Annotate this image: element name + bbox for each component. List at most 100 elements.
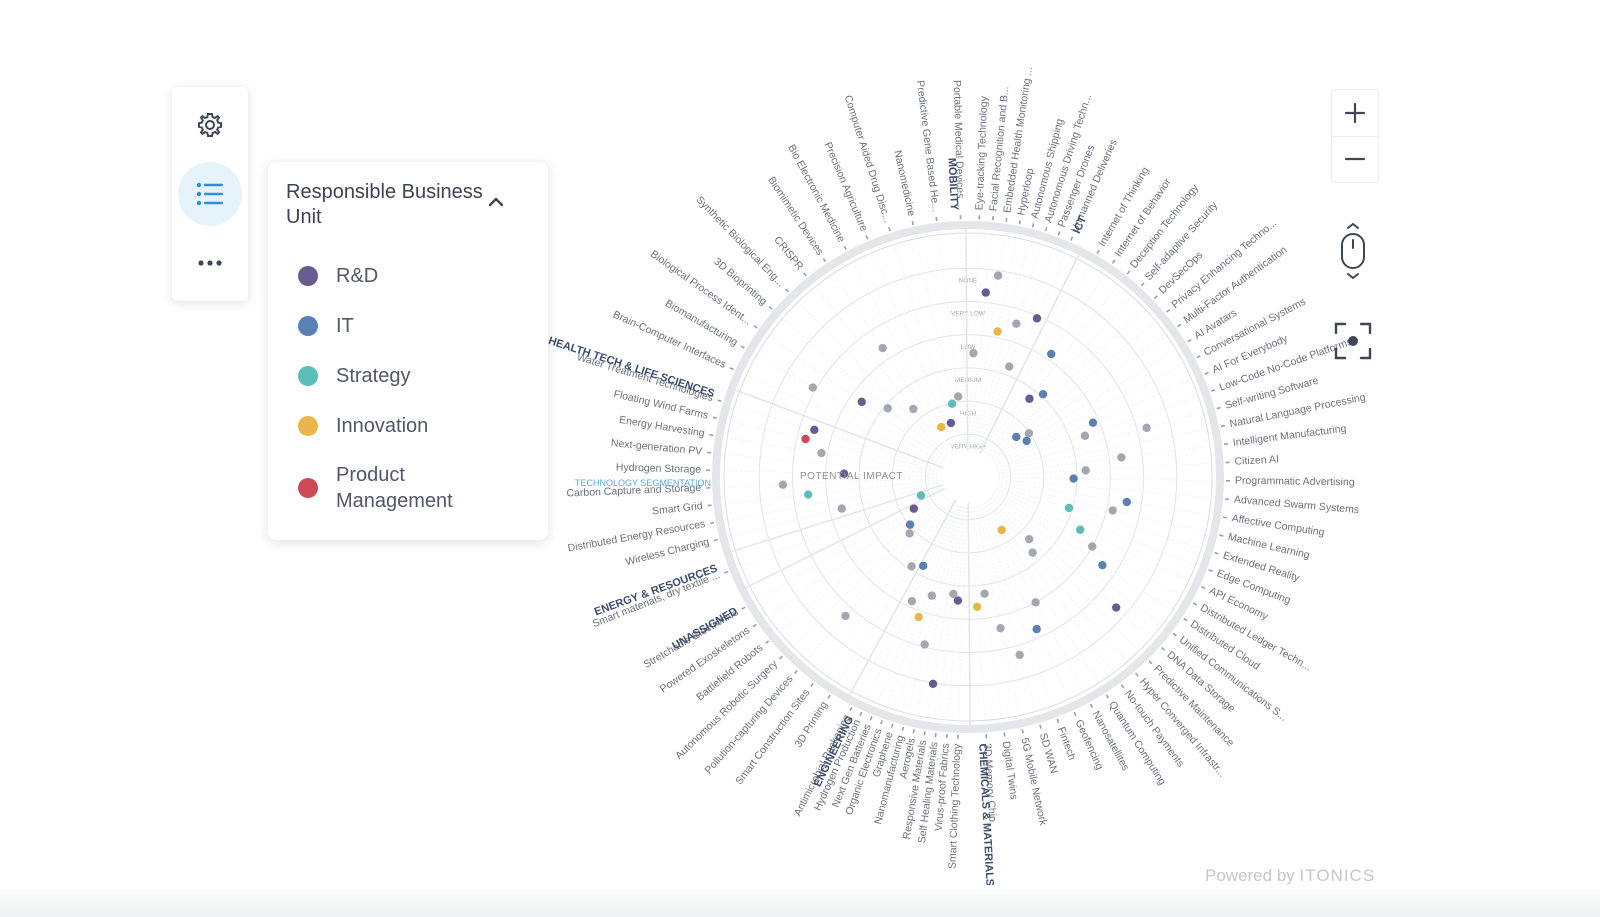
radar-dot[interactable]	[909, 504, 919, 513]
more-options-button[interactable]	[178, 231, 242, 295]
radar-item-label[interactable]: Nanomedicine	[891, 149, 917, 217]
radar-dot[interactable]	[905, 529, 914, 538]
radar-dot[interactable]	[993, 271, 1003, 280]
radar-item-label[interactable]: Battlefield Robots	[694, 642, 765, 704]
radar-dot[interactable]	[1080, 431, 1090, 440]
radar-dot[interactable]	[1122, 497, 1131, 507]
radar-dot[interactable]	[1081, 466, 1090, 475]
radar-item-label[interactable]: Carbon Capture and Storage	[566, 482, 701, 500]
radar-dot[interactable]	[1032, 314, 1042, 323]
radar-dot[interactable]	[1108, 506, 1117, 515]
legend-collapse-button[interactable]	[486, 194, 506, 210]
radar-dot[interactable]	[1022, 436, 1031, 446]
radar-dot[interactable]	[937, 422, 946, 432]
radar-item-label[interactable]: Smart Grid	[651, 500, 703, 517]
segment-label[interactable]: ENERGY & RESOURCES	[593, 563, 719, 619]
radar-dot[interactable]	[909, 404, 918, 414]
radar-dot[interactable]	[839, 469, 849, 478]
radar-dot[interactable]	[817, 448, 826, 458]
radar-item-label[interactable]: Eye-tracking Technology	[973, 95, 990, 210]
radar-item-label[interactable]: Next-generation PV	[610, 437, 702, 458]
scroll-zoom-hint[interactable]	[1338, 222, 1368, 282]
radar-dot[interactable]	[1117, 453, 1126, 462]
radar-dot[interactable]	[778, 480, 788, 489]
radar-dot[interactable]	[1088, 542, 1097, 551]
radar-dot[interactable]	[1024, 429, 1034, 438]
radar-item-label[interactable]: 3D Memory Chip	[981, 743, 999, 823]
zoom-in-button[interactable]	[1332, 90, 1378, 136]
settings-button[interactable]	[178, 93, 242, 157]
radar-item-label[interactable]: Portable Medical Devices ...	[951, 80, 967, 210]
legend-item-innovation[interactable]: Innovation	[298, 413, 496, 439]
radar-dot[interactable]	[993, 327, 1002, 336]
radar-dot[interactable]	[1142, 423, 1151, 433]
radar-dot[interactable]	[920, 640, 929, 649]
radar-item-label[interactable]: Citizen AI	[1234, 453, 1279, 467]
radar-item-label[interactable]: Hydrogen Storage	[616, 462, 702, 476]
radar-dot[interactable]	[980, 589, 989, 598]
radar-dot[interactable]	[1028, 548, 1037, 557]
segment-label[interactable]: MOBILITY	[945, 158, 960, 212]
radar-dot[interactable]	[972, 602, 982, 612]
radar-dot[interactable]	[918, 561, 928, 571]
radar-dot[interactable]	[953, 596, 963, 605]
radar-dot[interactable]	[1069, 474, 1078, 483]
fit-to-screen-button[interactable]	[1334, 322, 1372, 360]
radar-item-label[interactable]: Fintech	[1055, 725, 1078, 762]
radar-dot[interactable]	[1047, 349, 1056, 359]
radar-dot[interactable]	[804, 490, 813, 499]
legend-item-product-management[interactable]: Product Management	[298, 462, 496, 514]
radar-item-label[interactable]: Advanced Swarm Systems	[1234, 494, 1360, 517]
legend-item-rnd[interactable]: R&D	[298, 263, 496, 289]
radar-dot[interactable]	[969, 348, 978, 358]
radar-item-label[interactable]: Programmatic Advertising	[1235, 475, 1355, 489]
radar-dot[interactable]	[1038, 390, 1048, 399]
radar-dot[interactable]	[801, 434, 810, 444]
radar-dot[interactable]	[1012, 319, 1021, 328]
radar-dot[interactable]	[907, 562, 916, 571]
legend-item-it[interactable]: IT	[298, 313, 496, 339]
radar-dot[interactable]	[927, 591, 937, 600]
radar-dot[interactable]	[928, 679, 938, 689]
list-view-button[interactable]	[178, 162, 242, 226]
radar-dot[interactable]	[878, 343, 887, 353]
radar-dot[interactable]	[1098, 560, 1107, 570]
radar-dot[interactable]	[946, 418, 956, 428]
radar-dot[interactable]	[914, 612, 923, 622]
radar-dot[interactable]	[1032, 624, 1041, 634]
radar-dot[interactable]	[857, 397, 866, 407]
radar-dot[interactable]	[1025, 534, 1034, 544]
radar-dot[interactable]	[1025, 394, 1034, 403]
radar-dot[interactable]	[905, 520, 915, 529]
radar-dot[interactable]	[981, 288, 990, 297]
radar-dot[interactable]	[916, 491, 926, 500]
radar-dot[interactable]	[883, 404, 892, 413]
radar-dot[interactable]	[1012, 432, 1021, 442]
radar-dot[interactable]	[947, 399, 957, 408]
radar-dot[interactable]	[841, 611, 850, 621]
radar-dot[interactable]	[1031, 598, 1040, 607]
radar-dot[interactable]	[1111, 603, 1121, 612]
radar-dot[interactable]	[810, 425, 819, 435]
radar-dot[interactable]	[808, 383, 818, 392]
radar-item-label[interactable]: Smart Clothing Technology	[947, 743, 964, 869]
radar-item-label[interactable]: Predictive Gene Based He...	[914, 80, 942, 213]
radar-dot[interactable]	[997, 525, 1006, 535]
radar-dot[interactable]	[949, 589, 958, 599]
radar-dot[interactable]	[953, 392, 963, 401]
radar-dot[interactable]	[907, 596, 917, 606]
radar-dot[interactable]	[1076, 525, 1085, 534]
radar-dot[interactable]	[996, 623, 1005, 633]
radar-dot[interactable]	[1015, 650, 1024, 660]
radar-dot[interactable]	[1005, 362, 1014, 371]
legend-item-strategy[interactable]: Strategy	[298, 363, 496, 389]
radar-item-label[interactable]: Digital Twins	[1000, 740, 1020, 800]
radar-dot[interactable]	[1088, 418, 1098, 427]
radar-item-label[interactable]: CRISPR	[771, 234, 805, 273]
radar-dot[interactable]	[1064, 503, 1074, 513]
zoom-out-button[interactable]	[1332, 136, 1378, 182]
radar-dot[interactable]	[837, 504, 846, 513]
radar-item-label[interactable]: SD WAN	[1037, 732, 1060, 775]
item-tick	[1003, 732, 1006, 737]
